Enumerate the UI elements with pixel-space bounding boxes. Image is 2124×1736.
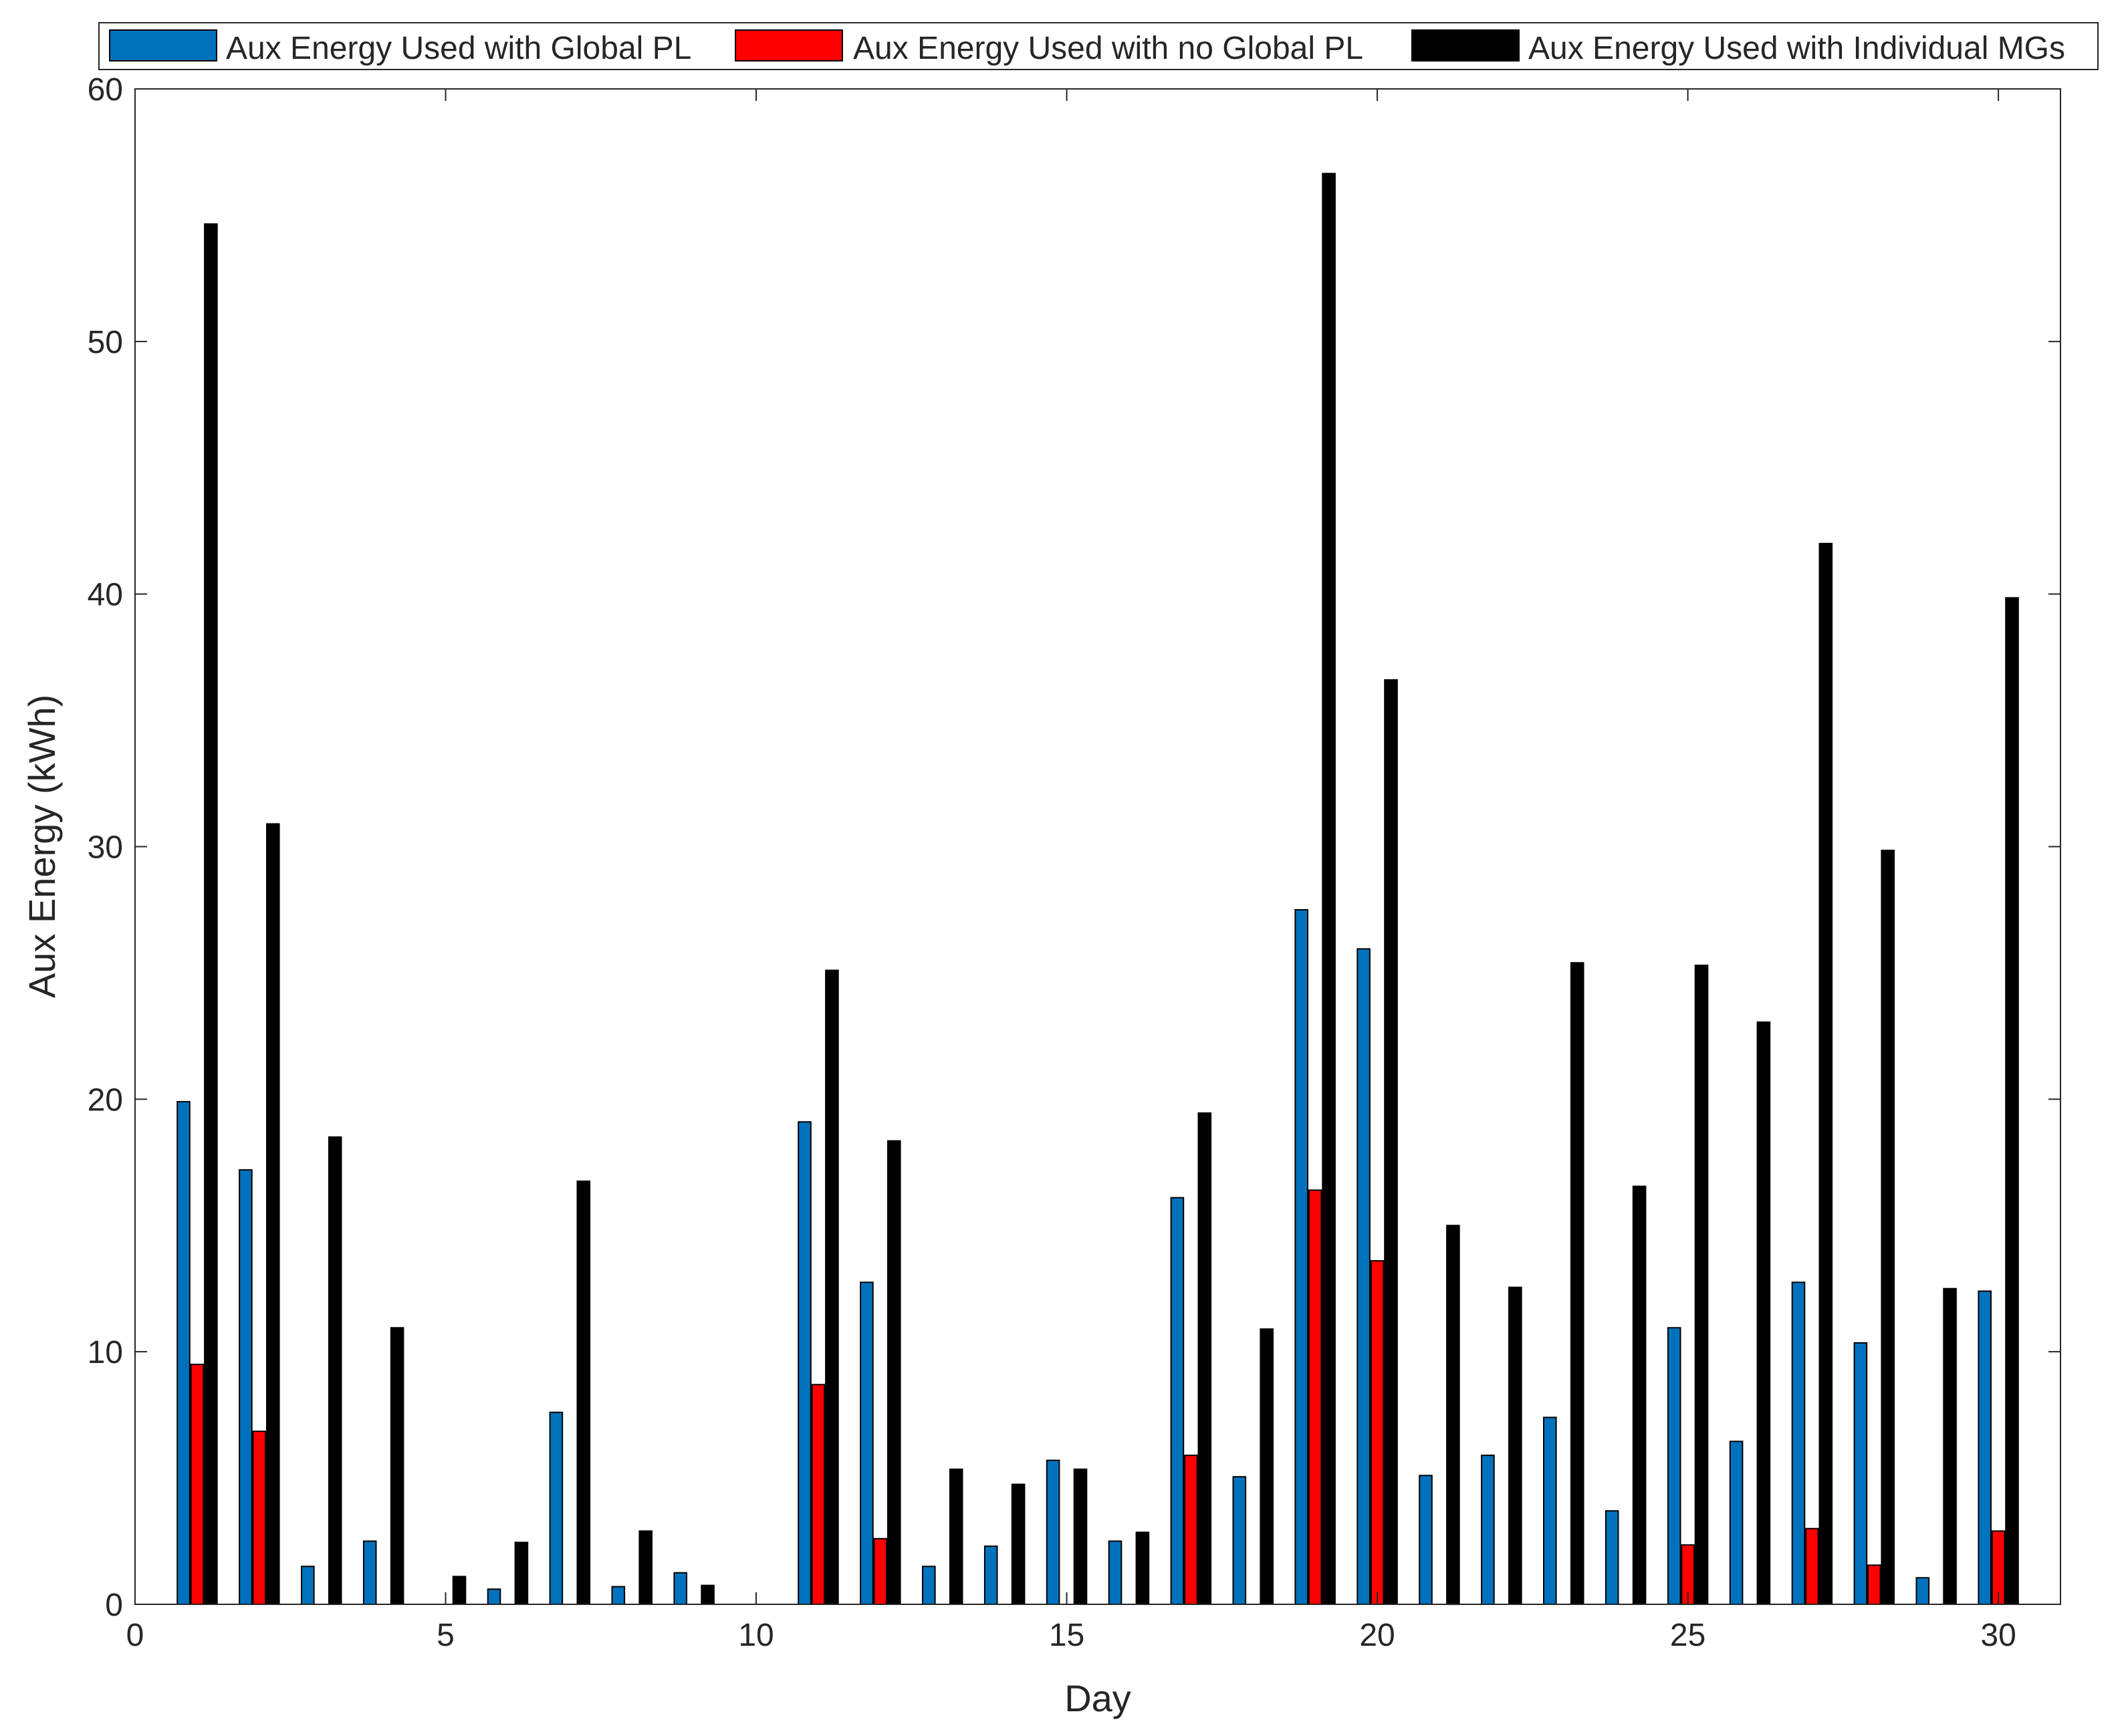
- bar-individual-mgs-day-9: [701, 1584, 715, 1605]
- bar-individual-mgs-day-13: [949, 1468, 963, 1605]
- y-tick-label: 60: [88, 72, 123, 108]
- bar-global-pl-day-13: [922, 1566, 936, 1606]
- bar-individual-mgs-day-29: [1943, 1287, 1957, 1605]
- bar-global-pl-day-17: [1170, 1197, 1185, 1605]
- y-tick-labels: 0 10 20 30 40 50 60: [88, 72, 123, 1623]
- x-tick-label: 30: [1980, 1618, 2016, 1653]
- bar-global-pl-day-6: [487, 1588, 501, 1606]
- y-tick-label: 40: [88, 578, 123, 613]
- bar-global-pl-day-24: [1605, 1510, 1619, 1605]
- bar-no-global-pl-day-2: [252, 1431, 267, 1605]
- bar-individual-mgs-day-28: [1881, 850, 1895, 1605]
- bar-individual-mgs-day-25: [1694, 965, 1709, 1605]
- bar-global-pl-day-15: [1046, 1459, 1060, 1606]
- bar-global-pl-day-21: [1419, 1475, 1433, 1606]
- bar-individual-mgs-day-8: [638, 1530, 653, 1605]
- bar-global-pl-day-27: [1791, 1281, 1806, 1606]
- bar-individual-mgs-day-1: [204, 223, 218, 1605]
- x-tick-label: 5: [437, 1618, 455, 1653]
- y-axis-label: Aux Energy (kWh): [21, 695, 63, 998]
- bar-global-pl-day-7: [549, 1411, 564, 1606]
- legend: Aux Energy Used with Global PL Aux Energ…: [98, 22, 2099, 70]
- bar-individual-mgs-day-18: [1260, 1328, 1274, 1605]
- bar-individual-mgs-day-4: [390, 1327, 404, 1606]
- bar-individual-mgs-day-6: [514, 1541, 529, 1605]
- x-axis-label: Day: [1064, 1677, 1131, 1719]
- bar-individual-mgs-day-27: [1818, 543, 1833, 1605]
- bar-no-global-pl-day-20: [1370, 1260, 1385, 1605]
- y-tick-label: 50: [88, 325, 123, 360]
- x-tick-labels: 0 5 10 15 20 25 30: [126, 1618, 2016, 1653]
- y-tick-label: 10: [88, 1335, 123, 1370]
- bar-global-pl-day-2: [239, 1169, 253, 1605]
- x-tick-label: 10: [738, 1618, 774, 1653]
- bar-no-global-pl-day-11: [811, 1384, 826, 1606]
- bar-global-pl-day-3: [301, 1566, 315, 1606]
- bar-individual-mgs-day-21: [1446, 1225, 1460, 1606]
- bar-global-pl-day-14: [983, 1545, 998, 1606]
- bar-individual-mgs-day-26: [1756, 1021, 1771, 1605]
- bar-global-pl-day-4: [362, 1540, 377, 1605]
- bar-global-pl-day-18: [1232, 1476, 1247, 1605]
- y-tick-label: 30: [88, 830, 123, 866]
- bar-individual-mgs-day-19: [1322, 172, 1336, 1605]
- bar-global-pl-day-8: [611, 1586, 626, 1606]
- bar-individual-mgs-day-15: [1073, 1468, 1088, 1605]
- x-tick-label: 25: [1670, 1618, 1705, 1653]
- bar-individual-mgs-day-20: [1384, 679, 1398, 1605]
- bar-global-pl-day-19: [1294, 909, 1309, 1605]
- bar-no-global-pl-day-12: [873, 1537, 888, 1606]
- bar-global-pl-day-23: [1543, 1416, 1557, 1605]
- legend-box: [98, 22, 2099, 70]
- bar-global-pl-day-28: [1853, 1342, 1868, 1606]
- bar-global-pl-day-16: [1108, 1540, 1123, 1605]
- legend-label-global-pl: Aux Energy Used with Global PL: [226, 31, 691, 66]
- x-tick-label: 0: [126, 1618, 144, 1653]
- x-tick-label: 15: [1049, 1618, 1084, 1653]
- bar-individual-mgs-day-7: [576, 1181, 591, 1605]
- bar-individual-mgs-day-12: [887, 1140, 901, 1605]
- bar-global-pl-day-29: [1915, 1577, 1930, 1606]
- bar-global-pl-day-22: [1481, 1455, 1495, 1606]
- bar-individual-mgs-day-5: [452, 1576, 467, 1605]
- bar-individual-mgs-day-23: [1570, 962, 1584, 1606]
- plot-area-frame: [134, 88, 2061, 1605]
- bar-global-pl-day-26: [1729, 1441, 1744, 1606]
- bar-no-global-pl-day-19: [1308, 1189, 1322, 1605]
- bar-individual-mgs-day-30: [2005, 597, 2019, 1605]
- bar-global-pl-day-9: [673, 1572, 688, 1606]
- bar-no-global-pl-day-27: [1805, 1527, 1819, 1605]
- bar-individual-mgs-day-2: [266, 823, 280, 1605]
- bar-global-pl-day-12: [860, 1281, 874, 1606]
- y-tick-label: 20: [88, 1082, 123, 1118]
- bar-no-global-pl-day-28: [1867, 1564, 1881, 1605]
- y-tick-label: 0: [105, 1588, 123, 1623]
- legend-label-no-global-pl: Aux Energy Used with no Global PL: [853, 31, 1363, 66]
- x-tick-label: 20: [1359, 1618, 1395, 1653]
- bar-individual-mgs-day-14: [1011, 1483, 1026, 1605]
- bar-global-pl-day-1: [176, 1101, 191, 1605]
- legend-label-individual-mgs: Aux Energy Used with Individual MGs: [1528, 31, 2065, 66]
- bar-global-pl-day-25: [1667, 1327, 1681, 1606]
- bar-no-global-pl-day-1: [190, 1364, 205, 1605]
- bar-individual-mgs-day-24: [1632, 1185, 1647, 1605]
- bar-no-global-pl-day-17: [1184, 1455, 1198, 1606]
- legend-swatch-individual-mgs: [1411, 29, 1520, 61]
- bar-individual-mgs-day-17: [1197, 1112, 1212, 1605]
- bar-global-pl-day-20: [1356, 948, 1371, 1605]
- bar-individual-mgs-day-22: [1508, 1286, 1522, 1606]
- legend-swatch-global-pl: [109, 29, 217, 61]
- bar-global-pl-day-30: [1978, 1290, 1992, 1605]
- legend-swatch-no-global-pl: [735, 29, 843, 61]
- bar-global-pl-day-11: [798, 1121, 812, 1606]
- bar-individual-mgs-day-11: [825, 969, 839, 1605]
- bar-individual-mgs-day-3: [328, 1136, 342, 1605]
- bar-individual-mgs-day-16: [1135, 1531, 1150, 1606]
